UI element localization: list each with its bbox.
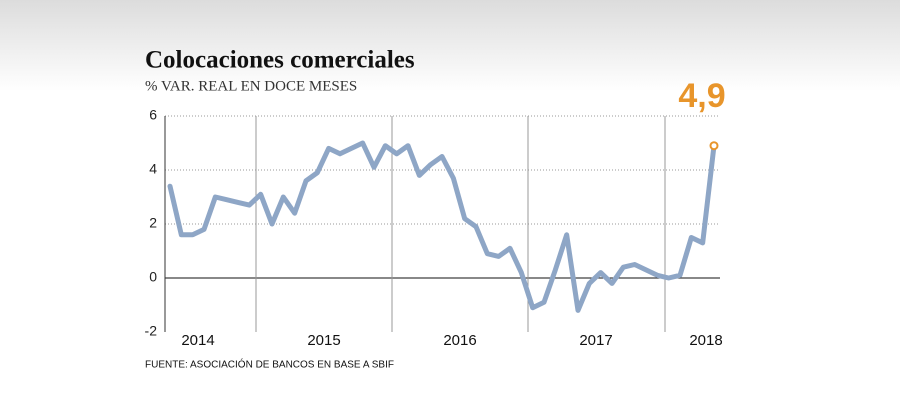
data-line xyxy=(167,140,717,313)
y-tick-label: 2 xyxy=(149,215,157,231)
chart-subtitle: % VAR. REAL EN DOCE MESES xyxy=(145,78,357,94)
x-tick-label: 2014 xyxy=(181,332,214,349)
y-tick-label: 4 xyxy=(149,161,157,177)
x-tick-label: 2016 xyxy=(443,332,476,349)
x-tick-label: 2015 xyxy=(307,332,340,349)
chart-title: Colocaciones comerciales xyxy=(145,47,415,74)
y-tick-label: -2 xyxy=(145,323,158,339)
y-tick-label: 0 xyxy=(149,269,157,285)
value-label: 4,9 xyxy=(678,77,725,115)
highlight-point xyxy=(709,141,719,151)
source: FUENTE: ASOCIACIÓN DE BANCOS EN BASE A S… xyxy=(145,358,394,371)
x-tick-label: 2018 xyxy=(689,332,722,349)
x-tick-label: 2017 xyxy=(579,332,612,349)
y-tick-label: 6 xyxy=(149,107,157,123)
